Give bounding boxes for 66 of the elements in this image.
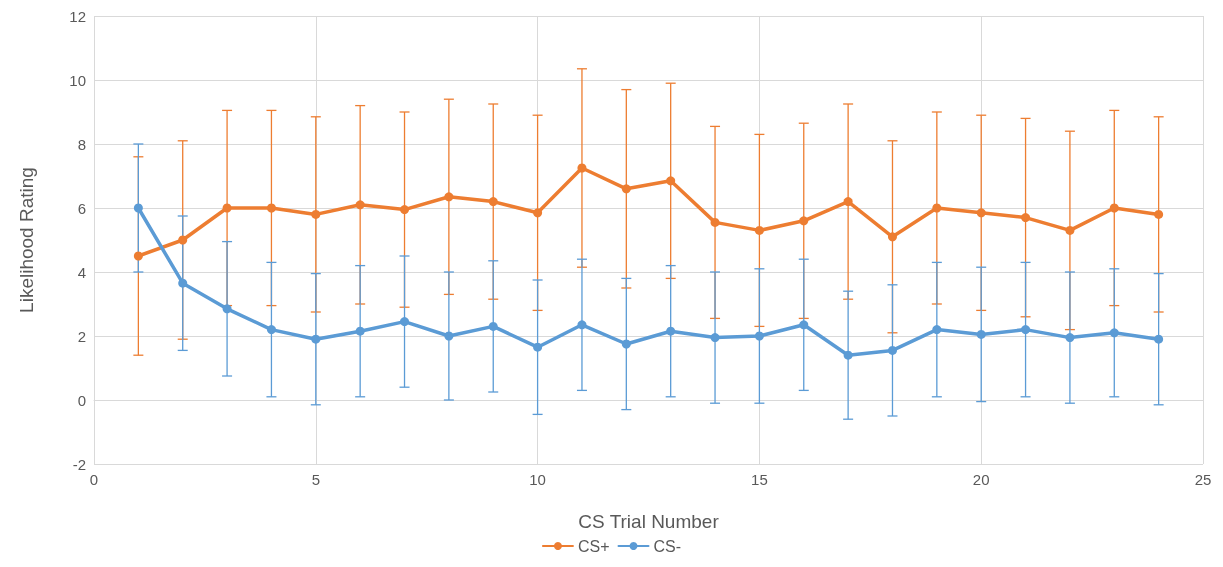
point — [311, 334, 321, 344]
point — [666, 176, 676, 186]
point — [932, 325, 942, 335]
x-tick-label: 15 — [751, 471, 768, 488]
y-tick-label: 2 — [77, 327, 86, 345]
x-tick-label: 5 — [311, 471, 320, 488]
y-tick-label: 0 — [77, 391, 86, 409]
point — [1065, 333, 1075, 343]
point — [754, 331, 764, 341]
point — [621, 184, 631, 194]
point — [1154, 209, 1164, 219]
point — [133, 203, 143, 213]
point — [533, 208, 543, 218]
point — [887, 345, 897, 355]
point — [311, 209, 321, 219]
point — [266, 325, 276, 335]
point — [1154, 334, 1164, 344]
point — [799, 216, 809, 226]
point — [843, 350, 853, 360]
legend-label: CS+ — [577, 537, 610, 555]
point — [887, 232, 897, 242]
point — [1065, 225, 1075, 235]
point — [932, 203, 942, 213]
point — [754, 225, 764, 235]
point — [577, 320, 587, 330]
point — [444, 192, 454, 202]
point — [488, 197, 498, 207]
point — [355, 326, 365, 336]
legend-label: CS- — [653, 537, 682, 555]
y-axis-title: Likelihood Rating — [16, 167, 37, 313]
point — [1109, 203, 1119, 213]
y-tick-label: 12 — [69, 7, 86, 25]
y-tick-label: 6 — [77, 199, 86, 217]
point — [400, 205, 410, 215]
point — [444, 331, 454, 341]
point — [266, 203, 276, 213]
point — [710, 217, 720, 227]
point — [843, 197, 853, 207]
point — [1109, 328, 1119, 338]
point — [178, 235, 188, 245]
point — [1021, 213, 1031, 223]
point — [666, 326, 676, 336]
y-tick-label: -2 — [72, 455, 86, 473]
y-tick-label: 10 — [69, 71, 86, 89]
point — [222, 304, 232, 314]
point — [488, 321, 498, 331]
point — [222, 203, 232, 213]
x-tick-label: 25 — [1194, 471, 1212, 488]
point — [976, 208, 986, 218]
y-tick-label: 8 — [77, 135, 86, 153]
x-axis-title: CS Trial Number — [578, 511, 720, 532]
point — [400, 317, 410, 327]
point — [710, 333, 720, 343]
point — [577, 163, 587, 173]
point — [799, 320, 809, 330]
y-tick-label: 4 — [77, 263, 86, 281]
point — [621, 339, 631, 349]
point — [178, 278, 188, 288]
x-tick-label: 10 — [529, 471, 546, 488]
point — [533, 342, 543, 352]
point — [1021, 325, 1031, 335]
x-tick-label: 20 — [972, 471, 990, 488]
point — [976, 329, 986, 339]
point — [355, 200, 365, 210]
x-tick-label: 0 — [89, 471, 99, 488]
point — [133, 251, 143, 261]
